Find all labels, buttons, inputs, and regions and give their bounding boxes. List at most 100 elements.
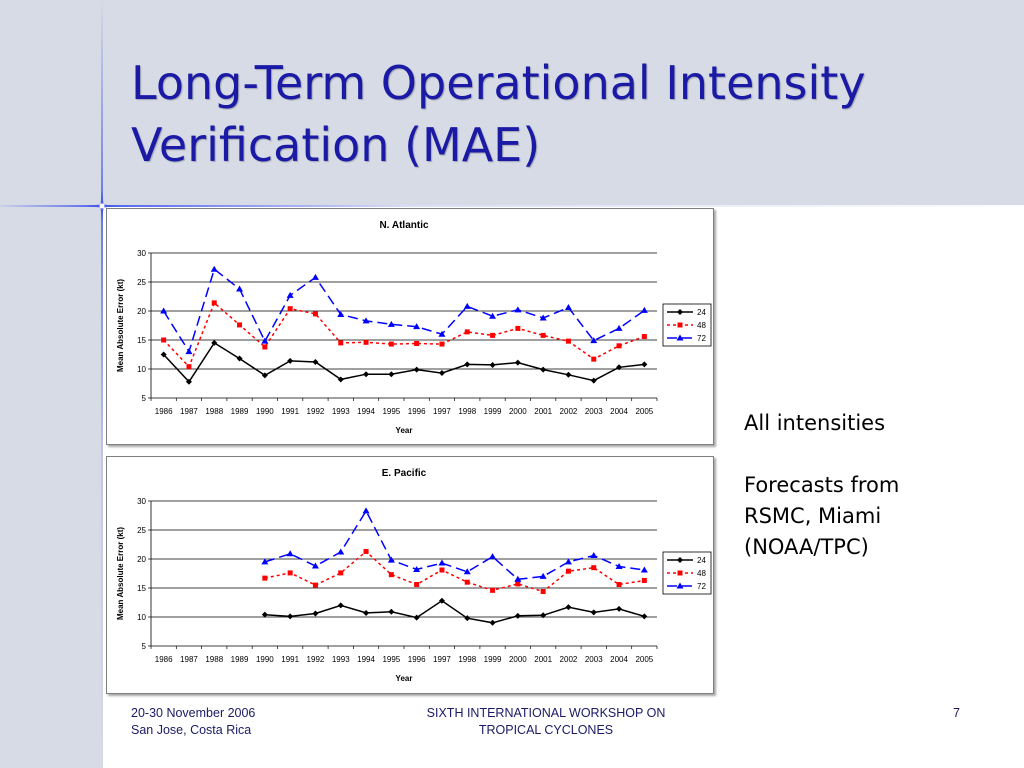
- data-point-48: [641, 577, 647, 583]
- data-point-72: [311, 273, 319, 280]
- decorative-vertical-line: [101, 0, 103, 768]
- data-point-72: [337, 310, 345, 317]
- data-point-72: [438, 330, 446, 337]
- data-point-48: [287, 306, 293, 312]
- x-tick-label: 2005: [635, 655, 653, 664]
- data-point-24: [464, 615, 471, 622]
- x-tick-label: 1991: [281, 407, 299, 416]
- data-point-72: [261, 558, 269, 565]
- data-point-72: [463, 568, 471, 575]
- series-line-48: [163, 301, 645, 369]
- y-tick-label: 25: [137, 526, 146, 535]
- data-point-72: [438, 559, 446, 566]
- data-point-24: [160, 351, 167, 358]
- x-tick-label: 1989: [231, 655, 249, 664]
- y-tick-label: 15: [137, 584, 146, 593]
- data-point-24: [489, 361, 496, 368]
- data-point-72: [640, 306, 648, 313]
- x-tick-label: 1993: [332, 407, 350, 416]
- x-tick-label: 1992: [307, 655, 325, 664]
- data-point-48: [439, 341, 445, 347]
- x-axis-label: Year: [396, 674, 413, 683]
- y-tick-label: 15: [137, 336, 146, 345]
- data-point-72: [362, 507, 370, 514]
- y-tick-label: 20: [137, 307, 146, 316]
- data-point-48: [262, 344, 268, 350]
- data-point-24: [261, 611, 268, 618]
- data-point-24: [388, 371, 395, 378]
- footer-workshop-line-1: SIXTH INTERNATIONAL WORKSHOP ON: [426, 706, 666, 720]
- data-point-24: [211, 339, 218, 346]
- left-band: [0, 205, 103, 768]
- data-point-48: [591, 356, 597, 362]
- y-axis-label: Mean Absolute Error (kt): [116, 527, 125, 620]
- x-tick-label: 1996: [408, 655, 426, 664]
- footer-date-location: 20-30 November 2006 San Jose, Costa Rica: [131, 705, 255, 739]
- data-point-48: [363, 548, 369, 554]
- data-point-48: [565, 568, 571, 574]
- x-tick-label: 2003: [585, 655, 603, 664]
- chart-svg: N. Atlantic 5 10 15 20 25 30 1986 1987 1988 1989 19…: [116, 220, 712, 435]
- legend-marker-24: [677, 309, 683, 315]
- data-point-72: [564, 558, 572, 565]
- data-point-48: [439, 567, 445, 573]
- y-tick-label: 20: [137, 555, 146, 564]
- x-tick-label: 1998: [458, 655, 476, 664]
- data-point-72: [413, 323, 421, 330]
- data-point-24: [337, 602, 344, 609]
- data-point-24: [641, 361, 648, 368]
- y-tick-label: 25: [137, 278, 146, 287]
- x-tick-label: 1987: [180, 655, 198, 664]
- series-line-24: [163, 341, 645, 384]
- data-point-72: [387, 320, 395, 327]
- data-point-48: [363, 339, 369, 345]
- data-point-48: [540, 332, 546, 338]
- x-tick-label: 1990: [256, 407, 274, 416]
- side-note-noaa: (NOAA/TPC): [744, 535, 869, 559]
- y-tick-label: 30: [137, 497, 146, 506]
- side-notes: All intensities Forecasts from RSMC, Mia…: [744, 408, 1004, 563]
- x-tick-label: 1995: [382, 655, 400, 664]
- data-point-24: [312, 359, 319, 366]
- x-tick-label: 2005: [635, 407, 653, 416]
- data-point-48: [237, 322, 243, 328]
- x-tick-label: 1992: [307, 407, 325, 416]
- legend-marker-72: [676, 582, 684, 589]
- x-tick-label: 1994: [357, 655, 375, 664]
- x-tick-label: 2000: [509, 655, 527, 664]
- x-axis-label: Year: [396, 426, 413, 435]
- x-tick-label: 2000: [509, 407, 527, 416]
- x-tick-label: 1999: [484, 655, 502, 664]
- x-tick-label: 1997: [433, 655, 451, 664]
- x-tick-label: 1990: [256, 655, 274, 664]
- data-point-72: [387, 556, 395, 563]
- data-point-24: [540, 612, 547, 619]
- chart-title: N. Atlantic: [379, 220, 429, 231]
- side-note-rsmc: RSMC, Miami: [744, 504, 882, 528]
- data-point-24: [363, 609, 370, 616]
- data-point-72: [286, 291, 294, 298]
- data-point-24: [641, 613, 648, 620]
- data-point-48: [641, 334, 647, 340]
- chart-svg: E. Pacific 5 10 15 20 25 30 1986 1987 1988 1989 199…: [116, 468, 712, 683]
- data-point-24: [616, 364, 623, 371]
- series-line-24: [264, 599, 645, 624]
- footer-workshop-line-2: TROPICAL CYCLONES: [478, 723, 614, 737]
- x-tick-label: 1989: [231, 407, 249, 416]
- data-point-24: [438, 597, 445, 604]
- x-tick-label: 2004: [610, 655, 628, 664]
- data-point-24: [413, 614, 420, 621]
- x-tick-label: 1998: [458, 407, 476, 416]
- x-tick-label: 2002: [560, 407, 578, 416]
- x-tick-label: 1997: [433, 407, 451, 416]
- data-point-48: [616, 582, 622, 588]
- data-point-24: [287, 357, 294, 364]
- series-line-72: [264, 509, 645, 581]
- series-line-48: [264, 550, 645, 593]
- data-point-48: [414, 340, 420, 346]
- data-point-24: [590, 377, 597, 384]
- data-point-24: [287, 613, 294, 620]
- data-point-24: [261, 372, 268, 379]
- decorative-horizontal-line: [0, 205, 1024, 207]
- data-point-72: [590, 552, 598, 559]
